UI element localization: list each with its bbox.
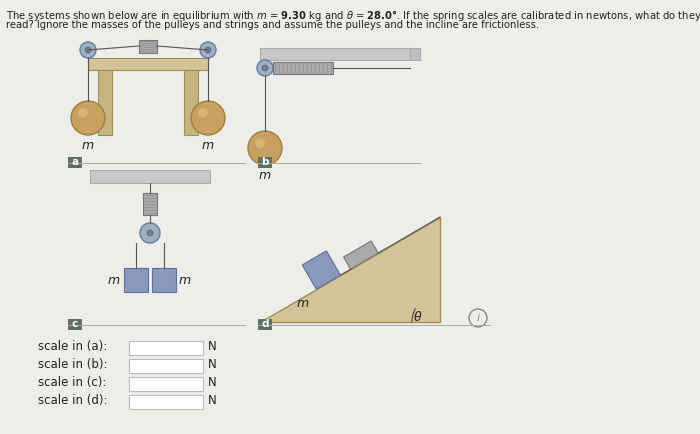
Polygon shape (344, 241, 378, 269)
Text: N: N (208, 395, 217, 408)
Text: read? Ignore the masses of the pulleys and strings and assume the pulleys and th: read? Ignore the masses of the pulleys a… (6, 20, 539, 30)
Circle shape (198, 108, 208, 118)
Text: $\theta$: $\theta$ (413, 310, 423, 324)
Polygon shape (302, 251, 340, 289)
Polygon shape (90, 170, 210, 183)
FancyBboxPatch shape (68, 157, 82, 168)
FancyBboxPatch shape (124, 268, 148, 292)
Polygon shape (184, 70, 198, 135)
Text: a: a (71, 157, 78, 167)
Circle shape (200, 42, 216, 58)
Text: m: m (259, 169, 271, 182)
FancyBboxPatch shape (258, 319, 272, 330)
Polygon shape (273, 62, 333, 74)
Circle shape (80, 42, 96, 58)
Polygon shape (410, 48, 420, 60)
Circle shape (191, 101, 225, 135)
Polygon shape (139, 40, 157, 53)
Text: N: N (208, 341, 217, 354)
Polygon shape (260, 48, 410, 60)
FancyBboxPatch shape (152, 268, 176, 292)
Polygon shape (98, 70, 112, 135)
Text: m: m (202, 139, 214, 152)
Polygon shape (260, 217, 440, 322)
Circle shape (71, 101, 105, 135)
Circle shape (140, 223, 160, 243)
Text: The systems shown below are in equilibrium with $m$ = $\mathbf{9.30}$ kg and $\t: The systems shown below are in equilibri… (6, 8, 700, 23)
Polygon shape (88, 58, 208, 70)
Text: scale in (d):: scale in (d): (38, 394, 108, 407)
Circle shape (262, 65, 268, 71)
Text: m: m (108, 273, 120, 286)
Circle shape (147, 230, 153, 236)
Text: scale in (c):: scale in (c): (38, 376, 106, 389)
Circle shape (205, 47, 211, 53)
Text: scale in (b):: scale in (b): (38, 358, 108, 371)
Circle shape (78, 108, 88, 118)
Text: b: b (261, 157, 269, 167)
Text: m: m (179, 273, 191, 286)
Text: d: d (261, 319, 269, 329)
Circle shape (257, 60, 273, 76)
Circle shape (248, 131, 282, 165)
Circle shape (85, 47, 91, 53)
Text: m: m (82, 139, 94, 152)
Text: N: N (208, 377, 217, 389)
Circle shape (255, 138, 265, 148)
Text: i: i (477, 313, 480, 323)
FancyBboxPatch shape (258, 157, 272, 168)
Text: m: m (296, 297, 308, 309)
FancyBboxPatch shape (129, 377, 203, 391)
Text: scale in (a):: scale in (a): (38, 340, 107, 353)
FancyBboxPatch shape (129, 359, 203, 373)
Polygon shape (143, 193, 157, 215)
FancyBboxPatch shape (129, 395, 203, 409)
FancyBboxPatch shape (68, 319, 82, 330)
Text: N: N (208, 358, 217, 372)
Text: c: c (72, 319, 78, 329)
FancyBboxPatch shape (129, 341, 203, 355)
